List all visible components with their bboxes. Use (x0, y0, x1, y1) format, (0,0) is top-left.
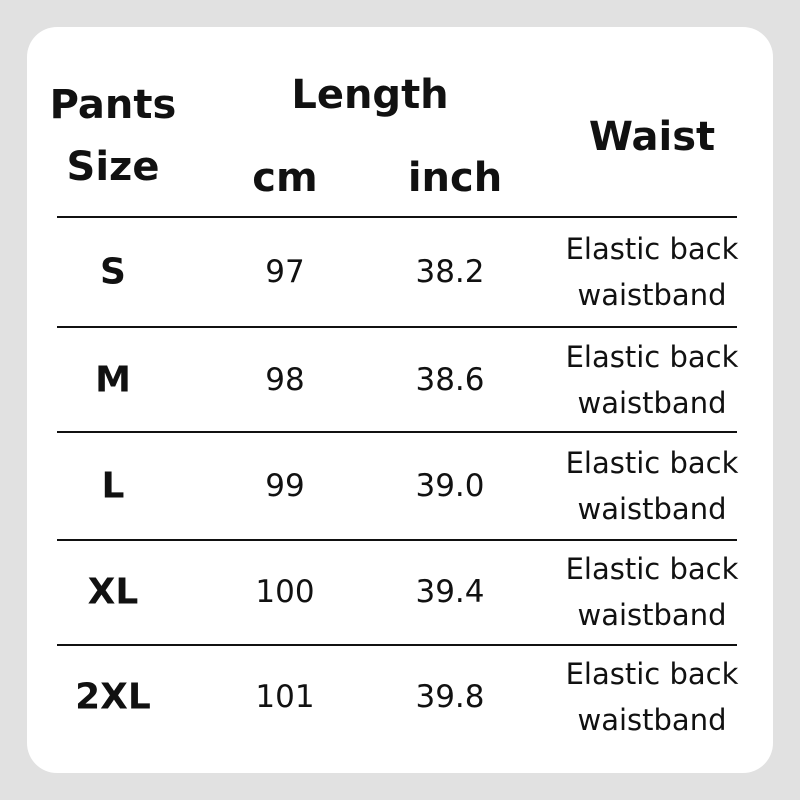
row-divider (57, 431, 737, 433)
header-waist: Waist (588, 114, 716, 160)
header-length: Length (291, 72, 449, 118)
waist-cell: Elastic back waistband (566, 334, 739, 426)
length-inch-cell: 39.8 (415, 679, 485, 715)
waist-cell: Elastic back waistband (566, 440, 739, 532)
size-cell: 2XL (75, 676, 151, 718)
length-cm-cell: 100 (255, 574, 315, 610)
length-inch-cell: 39.0 (415, 468, 485, 504)
waist-line2: waistband (577, 703, 727, 737)
waist-line2: waistband (577, 386, 727, 420)
row-divider (57, 216, 737, 218)
size-cell: XL (87, 571, 139, 613)
waist-line2: waistband (577, 598, 727, 632)
header-size: Size (66, 144, 160, 190)
row-divider (57, 539, 737, 541)
waist-line1: Elastic back (565, 232, 739, 266)
waist-line1: Elastic back (565, 657, 739, 691)
waist-line2: waistband (577, 492, 727, 526)
size-cell: L (101, 465, 125, 507)
row-divider (57, 644, 737, 646)
length-cm-cell: 101 (255, 679, 315, 715)
waist-line2: waistband (577, 278, 727, 312)
waist-line1: Elastic back (565, 340, 739, 374)
waist-line1: Elastic back (565, 552, 739, 586)
length-inch-cell: 38.2 (415, 254, 485, 290)
header-inch: inch (407, 155, 503, 201)
header-pants: Pants (49, 82, 177, 128)
waist-line1: Elastic back (565, 446, 739, 480)
size-cell: M (95, 359, 131, 401)
row-divider (57, 326, 737, 328)
header-cm: cm (252, 155, 318, 201)
length-cm-cell: 99 (265, 468, 305, 504)
waist-cell: Elastic back waistband (566, 226, 739, 318)
waist-cell: Elastic back waistband (566, 546, 739, 638)
length-inch-cell: 38.6 (415, 362, 485, 398)
length-inch-cell: 39.4 (415, 574, 485, 610)
waist-cell: Elastic back waistband (566, 651, 739, 743)
length-cm-cell: 98 (265, 362, 305, 398)
length-cm-cell: 97 (265, 254, 305, 290)
size-cell: S (100, 251, 126, 293)
size-chart-card (27, 27, 773, 773)
